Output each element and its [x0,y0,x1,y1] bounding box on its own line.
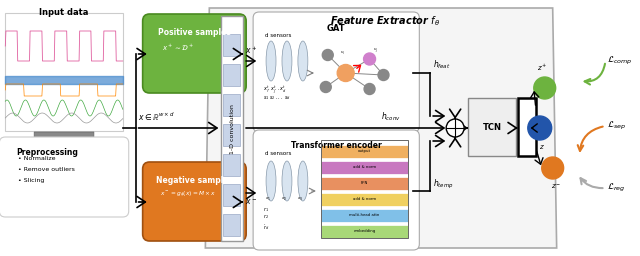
Text: $x_i^t, x_j^t .. x_d^t$: $x_i^t, x_j^t .. x_d^t$ [263,84,287,96]
Circle shape [528,116,552,140]
Text: $x_1$: $x_1$ [265,196,271,203]
Text: $r_2$: $r_2$ [263,212,269,221]
Text: $v_i$: $v_i$ [340,50,346,57]
FancyBboxPatch shape [0,137,129,217]
Text: add & norm: add & norm [353,165,376,169]
Text: $x^+$: $x^+$ [245,44,257,56]
Text: • Remove outliers: • Remove outliers [19,167,75,172]
Ellipse shape [298,41,308,81]
Bar [321,209,408,222]
Bar [223,184,240,206]
Text: • Normalize: • Normalize [19,156,56,161]
Circle shape [534,77,556,99]
Text: .: . [263,221,264,226]
Ellipse shape [266,161,276,201]
Text: $h_{temp}$: $h_{temp}$ [433,178,454,191]
Text: 1-D convolution: 1-D convolution [230,104,235,154]
Circle shape [364,83,375,94]
Text: embedding: embedding [353,229,376,233]
Text: Input data: Input data [39,8,89,17]
Bar [321,140,408,238]
Text: GAT: GAT [326,24,345,33]
Text: TCN: TCN [483,123,502,132]
Text: d sensors: d sensors [265,151,291,156]
Polygon shape [16,132,112,164]
Text: $\mathcal{L}_{reg}$: $\mathcal{L}_{reg}$ [607,182,626,194]
Bar [321,193,408,206]
Bar [221,16,243,241]
Text: $x_3$: $x_3$ [297,196,303,203]
Ellipse shape [282,161,292,201]
Text: $\mathcal{L}_{comp}$: $\mathcal{L}_{comp}$ [607,55,633,67]
Text: output: output [358,149,371,153]
Text: multi-head attn: multi-head attn [349,213,380,217]
Bar [321,177,408,190]
Bar [223,214,240,236]
Text: $r_d$: $r_d$ [263,223,269,232]
Text: $x_2$: $x_2$ [281,196,287,203]
Text: Transformer encoder: Transformer encoder [291,141,381,150]
Circle shape [541,157,564,179]
Bar [223,124,240,146]
Text: $h_{conv}$: $h_{conv}$ [381,111,400,123]
Ellipse shape [282,41,292,81]
Bar [5,13,123,131]
Text: Negative samples: Negative samples [156,176,233,185]
FancyBboxPatch shape [143,14,246,93]
Text: d sensors: d sensors [265,33,291,38]
Text: $v_j$: $v_j$ [373,46,378,55]
Text: add & norm: add & norm [353,197,376,201]
Text: Positive samples: Positive samples [158,28,231,37]
Bar [223,94,240,116]
Text: $x^-=g_{\phi}(x)=M\times x$: $x^-=g_{\phi}(x)=M\times x$ [159,190,216,200]
FancyBboxPatch shape [143,162,246,241]
Text: FFN: FFN [361,181,368,185]
Text: $x^-$: $x^-$ [245,197,257,207]
Text: $\mathcal{L}_{sep}$: $\mathcal{L}_{sep}$ [607,120,627,132]
Circle shape [446,119,464,137]
Text: $z^+$: $z^+$ [538,63,548,73]
Bar [321,145,408,158]
Polygon shape [205,8,557,248]
Text: $h_{feat}$: $h_{feat}$ [433,59,451,71]
Bar [518,98,536,156]
Text: $s_1 \; s_2 \; ... \; s_d$: $s_1 \; s_2 \; ... \; s_d$ [263,94,291,102]
Text: $x\in\mathbb{R}^{w\times d}$: $x\in\mathbb{R}^{w\times d}$ [138,111,174,123]
Circle shape [337,65,354,81]
Text: Feature Extractor $f_{\theta}$: Feature Extractor $f_{\theta}$ [330,14,440,28]
Text: $x^+\sim\mathcal{D}^+$: $x^+\sim\mathcal{D}^+$ [161,43,193,53]
Text: • Slicing: • Slicing [19,178,45,183]
Ellipse shape [266,41,276,81]
Bar [468,98,516,156]
FancyBboxPatch shape [253,130,419,250]
Bar [223,34,240,56]
Bar [223,64,240,86]
Circle shape [323,49,333,60]
Circle shape [378,69,389,80]
Text: $r_1$: $r_1$ [263,205,269,214]
Text: Preprocessing: Preprocessing [16,148,78,157]
Text: $z$: $z$ [539,143,545,151]
Circle shape [364,53,376,65]
Bar [223,154,240,176]
Bar [321,225,408,238]
Bar [321,161,408,174]
Circle shape [320,81,332,92]
Text: $z^-$: $z^-$ [552,182,562,191]
Ellipse shape [298,161,308,201]
FancyBboxPatch shape [253,12,419,132]
